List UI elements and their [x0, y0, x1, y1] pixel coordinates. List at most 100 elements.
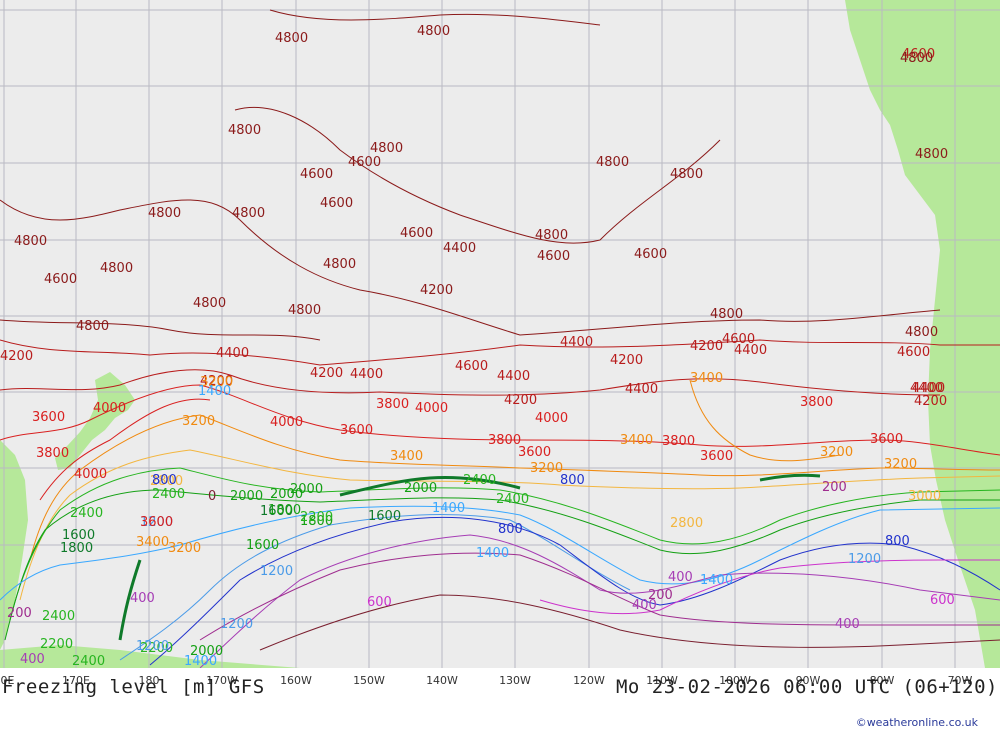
- contour-label: 3600: [518, 445, 551, 460]
- contour-label: 1200: [260, 564, 293, 579]
- contour-label: 1400: [432, 501, 465, 516]
- contour-label: 4800: [228, 123, 261, 138]
- contour-label: 2200: [40, 637, 73, 652]
- longitude-label: 90W: [795, 674, 821, 687]
- contour-label: 4800: [670, 167, 703, 182]
- contour-label: 4200: [504, 393, 537, 408]
- contour-label: 4400: [734, 343, 767, 358]
- contour-label: 4800: [915, 147, 948, 162]
- contour-label: 4600: [300, 167, 333, 182]
- contour-label: 600: [930, 593, 955, 608]
- contour-label: 3800: [376, 397, 409, 412]
- contour-label: 4600: [897, 345, 930, 360]
- contour-label: 800: [560, 473, 585, 488]
- contour-label: 4800: [535, 228, 568, 243]
- contour-label: 4600: [722, 332, 755, 347]
- contour-label: 400: [632, 598, 657, 613]
- contour-label: 2000: [270, 487, 303, 502]
- contour-label: 1600: [368, 509, 401, 524]
- contour-label: 4400: [910, 381, 943, 396]
- contour-label: 4400: [443, 241, 476, 256]
- longitude-label: 70W: [947, 674, 973, 687]
- contour-label: 2000: [0, 0, 33, 4]
- contour-label: 200: [648, 588, 673, 603]
- contour-label: 3800: [800, 395, 833, 410]
- contour-label: 4000: [270, 415, 303, 430]
- contour-label: 3400: [690, 371, 723, 386]
- longitude-label: 120W: [573, 674, 605, 687]
- contour-label: 3800: [662, 434, 695, 449]
- contour-label: 4200: [200, 374, 233, 389]
- contour-label: 800: [152, 473, 177, 488]
- contour-label: 3200: [200, 375, 233, 390]
- contour-label: 2000: [0, 0, 33, 4]
- contour-label: 4400: [216, 346, 249, 361]
- freezing-level-map: 4800 4800 4800 4800 4600 4600 4800 4800 4800 4600…: [0, 0, 1000, 668]
- contour-label: 3400: [136, 535, 169, 550]
- contour-label: 400: [668, 570, 693, 585]
- contour-labels: 4800 4800 4800 4800 4600 4600 4800 4800 4800 4600…: [0, 0, 955, 668]
- contour-label: 4800: [596, 155, 629, 170]
- contour-label: 4400: [350, 367, 383, 382]
- contour-label: 3400: [390, 449, 423, 464]
- contour-label: 4400: [625, 382, 658, 397]
- contour-label: 4800: [900, 51, 933, 66]
- longitude-label: 110W: [646, 674, 678, 687]
- contour-label: 4800: [905, 325, 938, 340]
- contour-label: 4800: [193, 296, 226, 311]
- contour-label: 4800: [323, 257, 356, 272]
- contour-label: 400: [835, 617, 860, 632]
- map-panel: 4800 4800 4800 4800 4600 4600 4800 4800 4800 4600…: [0, 0, 1000, 668]
- antarctica-land: [0, 645, 300, 668]
- contour-label: 2200: [300, 510, 333, 525]
- contour-label: 4000: [535, 411, 568, 426]
- contour-label: 2800: [150, 474, 183, 489]
- contour-label: 3800: [488, 433, 521, 448]
- contour-label: 4200: [420, 283, 453, 298]
- contour-label: 1200: [848, 552, 881, 567]
- longitude-label: 170W: [206, 674, 238, 687]
- contour-label: 3200: [820, 445, 853, 460]
- map-footer: [0, 668, 1000, 733]
- contour-label: 4400: [560, 335, 593, 350]
- contour-label: 4200: [310, 366, 343, 381]
- contour-label: 2400: [496, 492, 529, 507]
- contour-label: 4800: [100, 261, 133, 276]
- contour-label: 3600: [140, 515, 173, 530]
- contour-label: 1200: [140, 515, 173, 530]
- map-title: Freezing level [m] GFS: [2, 676, 265, 698]
- contour-label: 2400: [70, 506, 103, 521]
- contour-label: 3800: [36, 446, 69, 461]
- contour-label: 1400: [476, 546, 509, 561]
- contour-label: 3600: [340, 423, 373, 438]
- contour-label: 4600: [348, 155, 381, 170]
- map-datetime: Mo 23-02-2026 06:00 UTC (06+120): [615, 676, 998, 698]
- contour-label: 4600: [634, 247, 667, 262]
- contour-label: 4600: [400, 226, 433, 241]
- contour-label: 4600: [455, 359, 488, 374]
- contour-label: 4400: [912, 381, 945, 396]
- contour-label: 4200: [610, 353, 643, 368]
- contour-label: 4400: [497, 369, 530, 384]
- contour-label: 4800: [417, 24, 450, 39]
- contour-label: 4000: [74, 467, 107, 482]
- contour-label: 4600: [44, 272, 77, 287]
- contour-label: 800: [885, 534, 910, 549]
- contour-label: 1200: [220, 617, 253, 632]
- contour-label: 800: [498, 522, 523, 537]
- contour-label: 3000: [908, 489, 941, 504]
- contour-label: 1800: [60, 541, 93, 556]
- contour-label: 1400: [184, 654, 217, 668]
- contour-label: 600: [367, 595, 392, 610]
- contour-label: 1600: [246, 538, 279, 553]
- new-zealand-land: [55, 372, 135, 470]
- longitude-label: 130W: [499, 674, 531, 687]
- contour-label: 2000: [230, 489, 263, 504]
- longitude-gridlines: [3, 0, 956, 668]
- contour-label: 3600: [32, 410, 65, 425]
- credit-link[interactable]: ©weatheronline.co.uk: [855, 716, 978, 729]
- contour-label: 2000: [404, 481, 437, 496]
- contour-label: 200: [822, 480, 847, 495]
- contour-label: 1400: [198, 384, 231, 399]
- contour-label: 3200: [168, 541, 201, 556]
